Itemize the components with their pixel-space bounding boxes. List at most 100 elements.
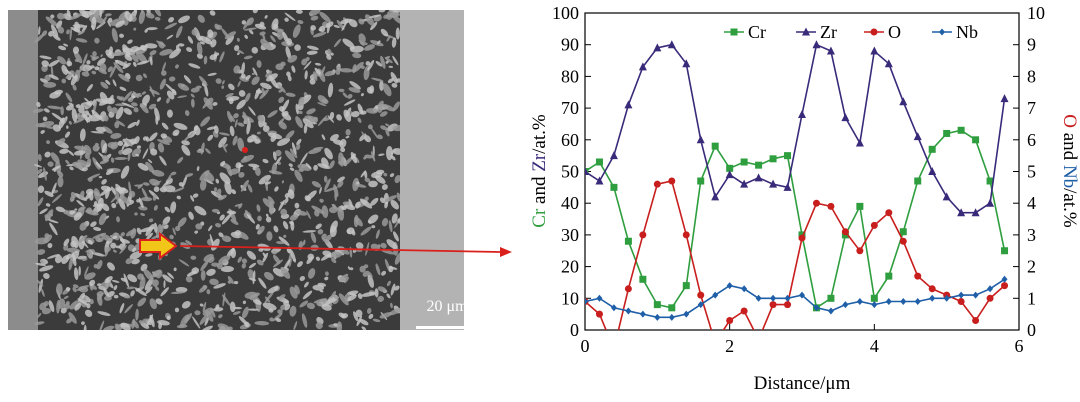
point-zr xyxy=(841,113,850,122)
point-cr xyxy=(668,304,676,312)
point-nb xyxy=(929,294,936,302)
point-nb xyxy=(585,297,588,305)
point-cr xyxy=(711,142,719,150)
point-cr xyxy=(914,177,922,185)
y-tick-label-left: 10 xyxy=(561,288,579,308)
point-zr xyxy=(754,173,763,182)
point-zr xyxy=(812,40,821,49)
series-line-nb xyxy=(585,278,1005,319)
scan-start-marker-icon xyxy=(139,232,178,260)
axis-label-part: /at.% xyxy=(529,114,550,154)
axis-label-part: O xyxy=(1059,114,1080,128)
y-tick-label-left: 70 xyxy=(561,98,579,118)
legend-label-zr: Zr xyxy=(820,22,837,42)
point-o xyxy=(1001,282,1009,290)
point-cr xyxy=(827,294,835,302)
plot-frame xyxy=(584,12,1020,331)
point-o xyxy=(928,285,936,293)
point-zr xyxy=(725,170,734,179)
micrograph-matrix-region xyxy=(400,10,464,330)
point-nb xyxy=(827,307,834,315)
point-cr xyxy=(1001,247,1009,255)
y-tick-label-left: 80 xyxy=(561,66,579,86)
point-o xyxy=(595,310,603,318)
point-zr xyxy=(624,100,633,109)
point-o xyxy=(653,180,661,188)
point-zr xyxy=(638,62,647,71)
point-nb xyxy=(726,282,733,290)
point-zr xyxy=(667,40,676,49)
point-cr xyxy=(870,294,878,302)
point-nb xyxy=(813,304,820,312)
y-tick-label-left: 0 xyxy=(570,320,579,340)
point-zr xyxy=(585,167,589,175)
point-zr xyxy=(653,43,662,52)
y-tick-label-left: 40 xyxy=(561,193,579,213)
point-nb xyxy=(842,301,849,309)
y-tick-label-right: 0 xyxy=(1027,320,1036,340)
point-cr xyxy=(755,161,763,169)
point-cr xyxy=(639,275,647,283)
series-nb xyxy=(585,275,1008,321)
point-nb xyxy=(900,297,907,305)
y-tick-label-right: 8 xyxy=(1027,66,1036,86)
point-nb xyxy=(856,297,863,305)
axis-label-part: and xyxy=(529,172,550,209)
y-tick-label-left: 90 xyxy=(561,35,579,55)
y-tick-label-left: 20 xyxy=(561,257,579,277)
x-tick-label: 2 xyxy=(725,336,734,356)
point-nb xyxy=(741,285,748,293)
series-layer xyxy=(585,40,1009,330)
point-cr xyxy=(726,164,734,172)
point-zr xyxy=(986,198,995,207)
point-nb xyxy=(943,294,950,302)
point-nb xyxy=(654,313,661,321)
scale-bar xyxy=(416,326,464,329)
y-tick-label-left: 100 xyxy=(552,3,579,23)
point-o xyxy=(914,272,922,280)
micrograph-texture xyxy=(32,10,406,330)
point-o xyxy=(769,301,777,309)
axis-label-part: Cr xyxy=(529,208,550,228)
point-zr xyxy=(942,192,951,201)
point-cr xyxy=(885,272,893,280)
y-tick-label-left: 50 xyxy=(561,162,579,182)
point-o xyxy=(812,199,820,207)
point-zr xyxy=(798,109,806,118)
line-scan-arrowhead xyxy=(500,247,512,257)
point-cr xyxy=(784,152,792,160)
point-o xyxy=(957,297,965,305)
scale-bar-label: 20 μm xyxy=(426,298,464,315)
point-o xyxy=(639,231,647,239)
legend: Cr Zr O Nb xyxy=(724,22,978,42)
point-o xyxy=(798,234,806,242)
x-tick-label: 4 xyxy=(870,336,879,356)
line-scan-arrow xyxy=(139,147,512,260)
point-nb xyxy=(914,297,921,305)
point-o xyxy=(697,291,705,299)
point-nb xyxy=(610,304,617,312)
axis-label-part: Zr xyxy=(529,153,550,172)
legend-marker-nb xyxy=(939,28,945,36)
point-zr xyxy=(971,208,980,217)
point-nb xyxy=(712,291,719,299)
point-cr xyxy=(769,155,777,163)
point-zr xyxy=(682,59,691,68)
point-cr xyxy=(972,136,980,144)
point-cr xyxy=(856,202,864,210)
point-nb xyxy=(987,285,994,293)
point-zr xyxy=(740,179,749,188)
point-cr xyxy=(943,129,951,137)
point-o xyxy=(899,237,907,245)
y-tick-label-right: 2 xyxy=(1027,257,1036,277)
legend-marker-zr xyxy=(802,27,810,36)
y-tick-label-right: 9 xyxy=(1027,35,1036,55)
legend-marker-o xyxy=(870,28,878,36)
point-zr xyxy=(913,132,922,141)
legend-label-cr: Cr xyxy=(748,22,766,42)
axis-label-part: and xyxy=(1059,128,1080,165)
point-o xyxy=(740,307,748,315)
point-o xyxy=(870,221,878,229)
